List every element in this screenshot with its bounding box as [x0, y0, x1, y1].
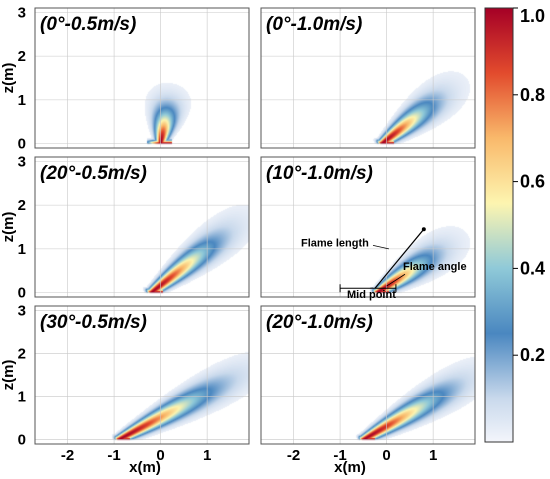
heatmap-image [261, 306, 475, 444]
y-tick-label: 2 [18, 48, 26, 65]
colorbar-ticks: 0.2 0.4 0.6 0.8 1.0 [513, 6, 545, 365]
colorbar: 0.2 0.4 0.6 0.8 1.0 [484, 6, 545, 443]
x-tick-label: -1 [107, 447, 120, 464]
flame-length-pointer [372, 244, 390, 250]
panel-frame [260, 7, 476, 149]
heatmap-image [261, 157, 475, 297]
x-tick-label: 0 [156, 447, 164, 464]
panel-title: (30°-0.5m/s) [40, 312, 147, 333]
y-tick-label: 2 [18, 345, 26, 362]
y-tick-label: 1 [18, 92, 26, 109]
x-tick-label: 0 [382, 447, 390, 464]
panel-title: (10°-1.0m/s) [266, 163, 373, 184]
y-tick-label: 0 [18, 285, 26, 302]
flame-angle-label: Flame angle [403, 261, 467, 273]
panel-p5: (20°-1.0m/s) -2 -1 0 1 [260, 305, 476, 464]
y-axis-label: z(m) [0, 360, 17, 391]
panel-p1: (0°-1.0m/s) [260, 7, 476, 149]
panel-p4: (30°-0.5m/s) 0 1 2 3 z(m) -2 -1 0 1 [0, 302, 250, 464]
y-axis-label: z(m) [0, 212, 17, 243]
x-axis-label-left: x(m) [129, 459, 161, 476]
y-axis-label: z(m) [0, 63, 17, 94]
mid-point-label: Mid point [347, 289, 396, 301]
colorbar-tick-label: 0.2 [520, 345, 545, 365]
panel-frame [34, 156, 250, 298]
x-tick-label: -1 [333, 447, 346, 464]
heatmap-image [35, 8, 249, 148]
heatmap-image [35, 157, 249, 297]
flame-tip-marker [421, 227, 426, 232]
heatmap-image [35, 306, 249, 444]
panel-frame [260, 156, 476, 298]
flame-angle-pointer [386, 273, 406, 287]
x-tick-label: 1 [203, 447, 211, 464]
panel-frame [34, 305, 250, 445]
colorbar-tick-label: 1.0 [520, 6, 545, 26]
x-axis-label-right: x(m) [334, 459, 366, 476]
y-tick-label: 3 [18, 302, 26, 319]
flame-length-line [374, 228, 425, 289]
panel-p3: (10°-1.0m/s) [260, 156, 476, 298]
panel-title: (20°-0.5m/s) [40, 163, 147, 184]
panel-p0: (0°-0.5m/s) 0 1 2 3 z(m) [0, 4, 250, 153]
panel-frame [34, 7, 250, 149]
panel-title: (0°-0.5m/s) [40, 14, 136, 35]
panel-frame [260, 305, 476, 445]
y-tick-label: 2 [18, 197, 26, 214]
panel-title: (0°-1.0m/s) [266, 14, 362, 35]
x-tick-label: -2 [61, 447, 74, 464]
heatmap-image [261, 8, 475, 148]
panel-title: (20°-1.0m/s) [266, 312, 373, 333]
colorbar-tick-label: 0.4 [520, 258, 545, 278]
y-tick-label: 1 [18, 241, 26, 258]
y-tick-label: 3 [18, 4, 26, 21]
colorbar-gradient [484, 7, 514, 443]
y-tick-label: 0 [18, 136, 26, 153]
y-tick-label: 1 [18, 389, 26, 406]
x-tick-label: 1 [429, 447, 437, 464]
annotation-layer: Flame length Flame angle Mid point [301, 227, 467, 301]
flame-length-label: Flame length [301, 238, 369, 250]
y-tick-label: 0 [18, 432, 26, 449]
x-tick-label: -2 [287, 447, 300, 464]
panel-p2: (20°-0.5m/s) 0 1 2 3 z(m) [0, 153, 250, 302]
colorbar-tick-label: 0.6 [520, 172, 545, 192]
axis-labels: x(m) x(m) [129, 459, 366, 476]
y-tick-label: 3 [18, 153, 26, 170]
panels-layer: (0°-0.5m/s) 0 1 2 3 z(m) (0°-1.0m/s) (20°-0.5m/… [0, 4, 476, 464]
colorbar-tick-label: 0.8 [520, 85, 545, 105]
